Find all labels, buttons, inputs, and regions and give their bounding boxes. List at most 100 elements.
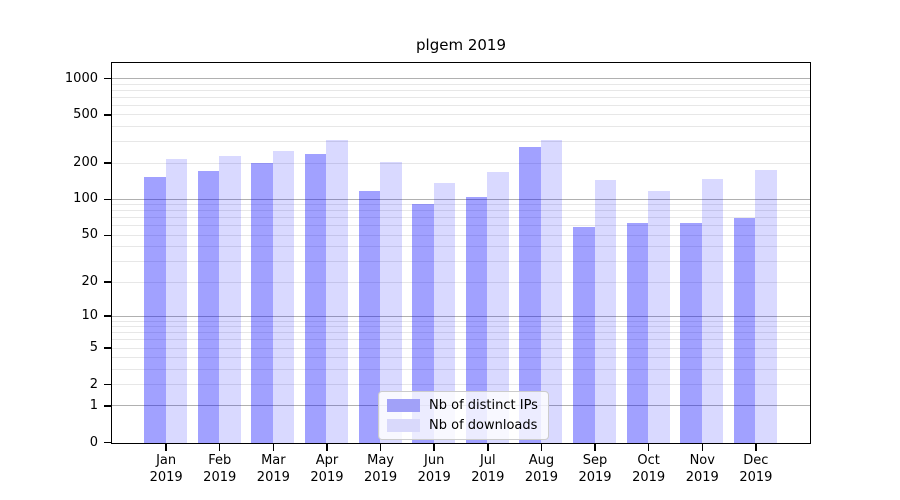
bar-sep-distinct-ips	[573, 227, 595, 443]
gridline-40	[112, 246, 810, 248]
legend-item-downloads: Nb of downloads	[387, 418, 538, 433]
x-tick-mark	[218, 444, 221, 451]
x-tick-label-jan: Jan 2019	[149, 453, 183, 485]
y-tick-mark	[104, 77, 111, 80]
legend-label: Nb of downloads	[429, 418, 538, 433]
gridline-80	[112, 210, 810, 212]
y-tick-label-500: 500	[73, 106, 98, 122]
x-tick-label-may: May 2019	[364, 453, 398, 485]
x-tick-mark	[755, 444, 757, 451]
gridline-6	[112, 339, 810, 341]
gridline-200	[112, 162, 810, 164]
y-tick-label-2: 2	[89, 376, 98, 392]
y-tick-mark	[104, 441, 111, 444]
x-tick-mark	[379, 444, 382, 451]
legend-item-distinct-ips: Nb of distinct IPs	[387, 398, 538, 413]
x-tick-label-dec: Dec 2019	[739, 453, 773, 485]
legend-swatch	[387, 419, 420, 432]
y-tick-mark	[104, 114, 111, 116]
bar-jan-downloads	[165, 159, 188, 443]
legend-label: Nb of distinct IPs	[429, 398, 538, 413]
gridline-700	[112, 96, 810, 98]
bar-dec-downloads	[755, 169, 777, 443]
chart-title: plgem 2019	[416, 36, 506, 54]
gridline-30	[112, 261, 810, 263]
y-tick-mark	[104, 315, 111, 317]
gridline-8	[112, 326, 810, 328]
gridline-50	[112, 234, 810, 236]
y-tick-label-50: 50	[81, 227, 98, 243]
x-tick-label-feb: Feb 2019	[203, 453, 237, 485]
x-tick-mark	[647, 444, 650, 451]
gridline-10	[112, 315, 810, 317]
gridline-1000	[112, 78, 810, 79]
bar-jan-distinct-ips	[144, 176, 166, 443]
gridline-900	[112, 83, 810, 85]
gridline-600	[112, 104, 810, 106]
x-tick-label-jun: Jun 2019	[417, 453, 451, 485]
bar-jul-downloads	[487, 172, 509, 443]
gridline-500	[112, 114, 810, 116]
x-tick-mark	[594, 444, 596, 451]
y-tick-mark	[104, 347, 111, 349]
bar-oct-downloads	[648, 191, 670, 443]
bar-aug-downloads	[540, 140, 563, 443]
gridline-4	[112, 357, 810, 359]
x-tick-mark	[540, 444, 543, 451]
gridline-70	[112, 217, 810, 219]
bar-aug-distinct-ips	[519, 147, 541, 443]
y-tick-label-0: 0	[89, 434, 98, 450]
gridline-60	[112, 225, 810, 227]
y-tick-mark	[104, 162, 111, 164]
gridline-5	[112, 347, 810, 349]
y-tick-label-1: 1	[89, 397, 98, 413]
x-tick-mark	[272, 444, 275, 451]
y-tick-label-100: 100	[73, 191, 98, 207]
gridline-800	[112, 89, 810, 91]
y-tick-mark	[104, 405, 111, 407]
y-tick-label-200: 200	[73, 155, 98, 171]
bar-apr-downloads	[326, 140, 348, 443]
x-tick-label-mar: Mar 2019	[256, 453, 290, 485]
x-tick-mark	[701, 444, 704, 451]
bar-jul-distinct-ips	[465, 196, 488, 443]
x-tick-label-apr: Apr 2019	[310, 453, 344, 485]
bar-may-downloads	[380, 162, 402, 443]
y-tick-mark	[104, 198, 111, 201]
gridline-7	[112, 332, 810, 334]
x-tick-label-jul: Jul 2019	[471, 453, 505, 485]
bar-oct-distinct-ips	[626, 223, 649, 443]
bar-jun-distinct-ips	[412, 203, 434, 443]
x-tick-label-oct: Oct 2019	[632, 453, 666, 485]
y-tick-label-10: 10	[81, 308, 98, 324]
y-tick-label-1000: 1000	[64, 70, 98, 86]
gridline-300	[112, 141, 810, 143]
bar-feb-downloads	[219, 156, 241, 443]
y-tick-mark	[104, 281, 111, 283]
x-tick-label-nov: Nov 2019	[685, 453, 719, 485]
bar-sep-downloads	[594, 180, 617, 443]
bar-jun-downloads	[433, 183, 456, 443]
bar-dec-distinct-ips	[733, 218, 756, 443]
bar-feb-distinct-ips	[197, 171, 220, 443]
y-tick-mark	[104, 383, 111, 386]
gridline-400	[112, 126, 810, 128]
gridline-20	[112, 281, 810, 283]
gridline-2	[112, 384, 810, 386]
gridline-100	[112, 198, 810, 200]
x-tick-label-sep: Sep 2019	[578, 453, 612, 485]
x-tick-label-aug: Aug 2019	[524, 453, 558, 485]
bar-mar-downloads	[272, 150, 295, 443]
y-tick-mark	[104, 234, 111, 237]
bar-nov-distinct-ips	[680, 223, 702, 443]
y-tick-label-20: 20	[81, 274, 98, 290]
legend-swatch	[387, 399, 420, 412]
bar-nov-downloads	[701, 179, 724, 443]
gridline-90	[112, 204, 810, 206]
bar-may-distinct-ips	[358, 191, 381, 443]
gridline-3	[112, 368, 810, 370]
bar-mar-distinct-ips	[251, 163, 273, 443]
y-tick-label-5: 5	[89, 340, 98, 356]
plot-area	[111, 62, 811, 444]
